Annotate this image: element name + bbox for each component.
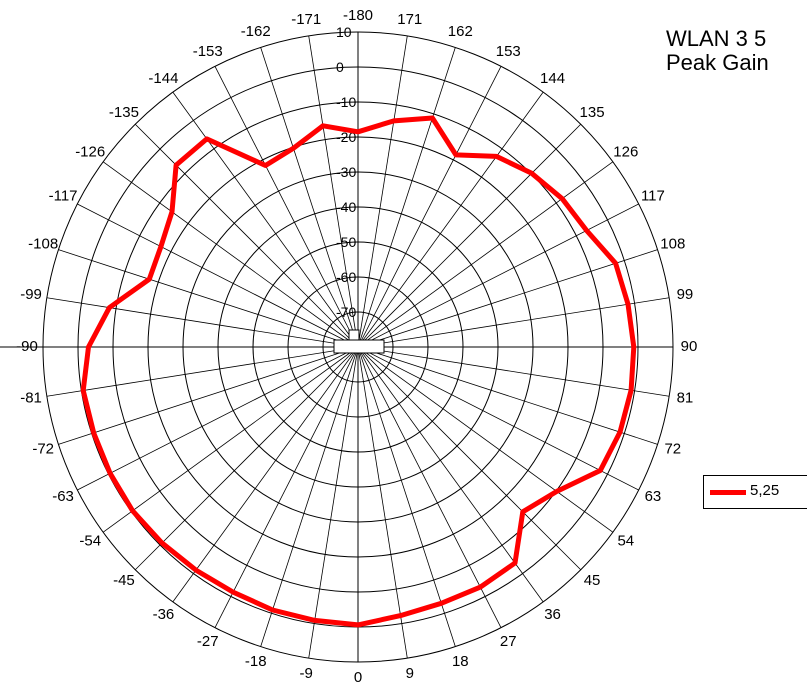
- angle-label: 54: [617, 533, 634, 550]
- angle-label: -153: [193, 43, 223, 60]
- angle-label: 162: [448, 23, 473, 40]
- grid-spoke: [260, 346, 359, 647]
- grid-spoke: [46, 297, 359, 348]
- angle-label: -9: [300, 665, 313, 682]
- grid-spoke: [102, 346, 359, 533]
- center-marker: [333, 329, 385, 354]
- grid-spoke: [77, 203, 359, 348]
- grid-spoke: [357, 346, 408, 659]
- grid-spoke: [357, 35, 408, 348]
- radial-label: -60: [336, 269, 356, 285]
- angle-label: -54: [79, 533, 101, 550]
- radial-label: 10: [336, 24, 352, 40]
- angle-label: 0: [354, 669, 362, 684]
- angle-label: -171: [291, 11, 321, 28]
- grid-spoke: [357, 91, 544, 348]
- angle-label: 9: [406, 665, 414, 682]
- grid-spoke: [357, 346, 639, 491]
- grid-spoke: [308, 346, 359, 659]
- grid-spoke: [308, 35, 359, 348]
- legend-swatch: [710, 490, 746, 495]
- legend: 5,25: [703, 475, 807, 509]
- angle-labels: 0 -9 -18 -27 -36 -45 -54 -63 -72 -81 -90 -99 -108 -11…: [16, 7, 697, 684]
- angle-label: -144: [148, 70, 178, 87]
- grid-spoke: [58, 346, 359, 445]
- grid-spoke: [58, 249, 359, 348]
- grid-spoke: [134, 346, 359, 571]
- angle-label: -27: [197, 633, 219, 650]
- grid-spoke: [260, 47, 359, 348]
- angle-label: 126: [613, 143, 638, 160]
- angle-label: 153: [496, 43, 521, 60]
- angle-label: 144: [540, 70, 565, 87]
- grid-spoke: [134, 123, 359, 348]
- angle-label: -180: [343, 7, 373, 24]
- angle-label: 99: [677, 286, 694, 303]
- chart-title-line-1: WLAN 3 5: [666, 26, 767, 51]
- grid-spoke: [214, 66, 359, 348]
- grid-spoke: [357, 346, 456, 647]
- radial-label: 0: [336, 59, 344, 75]
- angle-label: -99: [20, 286, 42, 303]
- grid-spoke: [357, 47, 456, 348]
- angle-label: 135: [580, 104, 605, 121]
- legend-label: 5,25: [750, 482, 780, 499]
- angle-label: 171: [397, 11, 422, 28]
- angle-label: -45: [113, 572, 135, 589]
- grid-spoke: [214, 346, 359, 628]
- angle-label: -126: [75, 143, 105, 160]
- grid-spoke: [357, 346, 582, 571]
- grid-spoke: [102, 161, 359, 348]
- grid-spoke: [357, 66, 502, 348]
- angle-label: 72: [664, 440, 681, 457]
- polar-grid: [0, 31, 674, 663]
- grid-spoke: [357, 346, 614, 533]
- angle-label: -135: [109, 104, 139, 121]
- grid-spoke: [357, 161, 614, 348]
- radial-label: -40: [336, 199, 356, 215]
- angle-label: -108: [28, 236, 58, 253]
- angle-label: 18: [452, 653, 469, 670]
- grid-spoke: [46, 346, 359, 397]
- grid-spoke: [77, 346, 359, 491]
- radial-label: -10: [336, 94, 356, 110]
- angle-label: 81: [677, 390, 694, 407]
- angle-label: -117: [49, 188, 78, 205]
- radial-label: -50: [336, 234, 356, 250]
- angle-label: -72: [32, 440, 54, 457]
- grid-spoke: [357, 346, 658, 445]
- grid-spoke: [172, 91, 359, 348]
- grid-spoke: [357, 203, 639, 348]
- grid-spoke: [357, 346, 670, 397]
- angle-label: 63: [645, 488, 662, 505]
- angle-label: 90: [681, 338, 698, 355]
- angle-label: -81: [20, 390, 42, 407]
- angle-label: -18: [245, 653, 267, 670]
- angle-label: 117: [641, 188, 665, 205]
- center-marker-bar: [333, 339, 385, 354]
- series-layer: [80, 115, 637, 628]
- chart-title-line-2: Peak Gain: [666, 50, 769, 75]
- grid-spoke: [357, 297, 670, 348]
- angle-label: 45: [584, 572, 601, 589]
- angle-label: -63: [52, 488, 74, 505]
- grid-spoke: [172, 346, 359, 603]
- angle-label: 27: [500, 633, 517, 650]
- angle-label: -90: [16, 338, 38, 355]
- grid-spoke: [357, 123, 582, 348]
- radial-label: -70: [336, 304, 356, 320]
- grid-spoke: [357, 346, 544, 603]
- grid-spoke: [357, 249, 658, 348]
- angle-label: 36: [544, 606, 561, 623]
- grid-spoke: [357, 346, 502, 628]
- radial-label: -30: [336, 164, 356, 180]
- center-marker-top: [348, 329, 360, 341]
- angle-label: -162: [241, 23, 271, 40]
- angle-label: -36: [153, 606, 175, 623]
- angle-label: 108: [660, 236, 685, 253]
